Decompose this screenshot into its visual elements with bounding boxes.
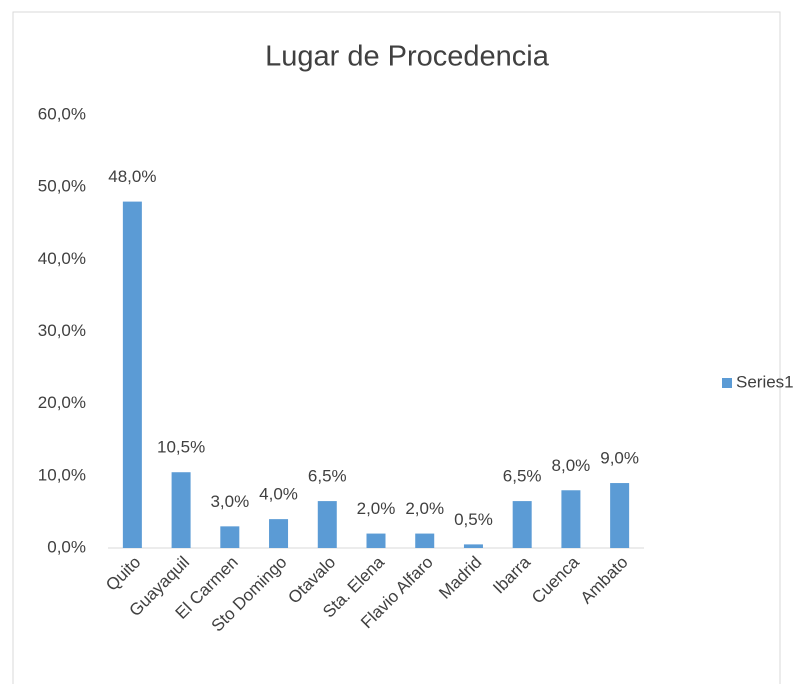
data-label: 2,0% bbox=[357, 499, 396, 518]
data-label: 10,5% bbox=[157, 438, 205, 457]
bar bbox=[269, 519, 289, 548]
data-label: 4,0% bbox=[259, 485, 298, 504]
chart-frame bbox=[12, 11, 781, 684]
data-label: 6,5% bbox=[308, 467, 347, 486]
y-tick-label: 40,0% bbox=[38, 249, 86, 268]
data-label: 2,0% bbox=[405, 499, 444, 518]
y-tick-label: 0,0% bbox=[47, 537, 86, 556]
bar bbox=[220, 526, 240, 548]
x-tick-label: Cuenca bbox=[528, 552, 583, 607]
bar bbox=[171, 472, 191, 548]
bar bbox=[122, 201, 142, 548]
y-tick-label: 20,0% bbox=[38, 393, 86, 412]
legend-swatch bbox=[722, 378, 732, 388]
y-tick-label: 10,0% bbox=[38, 465, 86, 484]
x-tick-label: Ibarra bbox=[489, 552, 534, 597]
legend-label: Series1 bbox=[736, 372, 794, 391]
data-label: 3,0% bbox=[210, 492, 249, 511]
bar bbox=[610, 483, 630, 548]
data-label: 8,0% bbox=[552, 456, 591, 475]
data-label: 48,0% bbox=[108, 167, 156, 186]
x-tick-label: Madrid bbox=[435, 553, 485, 603]
y-tick-label: 60,0% bbox=[38, 104, 86, 123]
data-label: 6,5% bbox=[503, 467, 542, 486]
data-label: 0,5% bbox=[454, 510, 493, 529]
bar bbox=[366, 533, 386, 548]
bar bbox=[317, 501, 337, 548]
bar bbox=[463, 544, 483, 548]
chart-title: Lugar de Procedencia bbox=[265, 41, 550, 73]
bar bbox=[561, 490, 581, 548]
x-tick-label: Ambato bbox=[577, 553, 632, 608]
bar bbox=[512, 501, 532, 548]
bar bbox=[415, 533, 435, 548]
y-tick-label: 50,0% bbox=[38, 177, 86, 196]
data-label: 9,0% bbox=[600, 449, 639, 468]
x-tick-label: Quito bbox=[102, 553, 144, 595]
y-tick-label: 30,0% bbox=[38, 321, 86, 340]
